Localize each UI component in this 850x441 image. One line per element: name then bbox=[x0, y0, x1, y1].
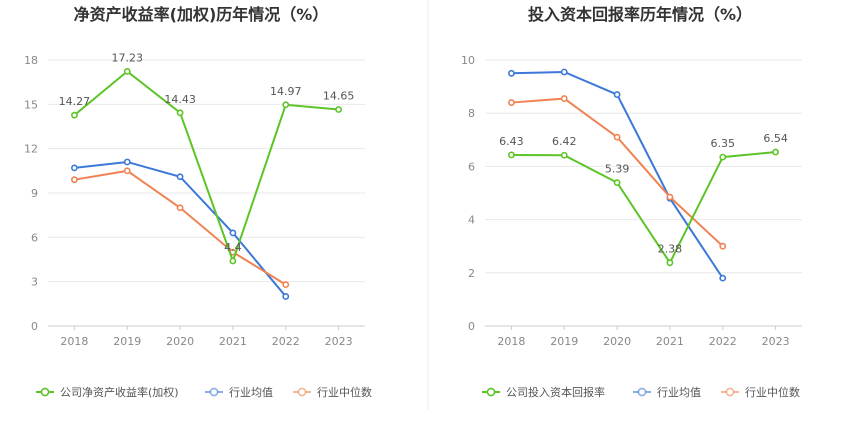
legend-swatch-marker bbox=[725, 387, 735, 397]
data-point bbox=[560, 68, 568, 76]
x-tick-label: 2022 bbox=[709, 335, 737, 348]
legend-label: 行业均值 bbox=[229, 386, 273, 399]
data-point bbox=[282, 101, 290, 109]
data-point bbox=[123, 167, 131, 175]
data-label: 6.35 bbox=[711, 137, 736, 150]
data-label: 14.65 bbox=[323, 90, 355, 103]
data-point bbox=[335, 106, 342, 113]
data-point bbox=[71, 176, 78, 184]
data-point bbox=[282, 281, 290, 289]
y-tick-label: 2 bbox=[468, 267, 475, 280]
legend-swatch-marker bbox=[486, 387, 496, 397]
data-point bbox=[508, 69, 515, 77]
legend-swatch-marker bbox=[40, 387, 50, 397]
data-label: 14.27 bbox=[59, 95, 91, 108]
x-tick-label: 2021 bbox=[219, 335, 247, 348]
y-tick-label: 4 bbox=[468, 214, 475, 227]
data-point bbox=[613, 91, 621, 98]
data-label: 6.54 bbox=[763, 132, 788, 145]
legend-label: 公司投入资本回报率 bbox=[506, 385, 605, 399]
data-label: 6.43 bbox=[499, 135, 524, 148]
x-tick-label: 2018 bbox=[497, 335, 525, 348]
data-label: 6.42 bbox=[552, 135, 577, 148]
y-tick-label: 10 bbox=[461, 54, 475, 67]
data-point bbox=[560, 95, 568, 102]
legend-item[interactable]: 行业均值 bbox=[205, 386, 273, 399]
series-line bbox=[74, 160, 287, 298]
data-point bbox=[560, 151, 568, 159]
data-point bbox=[508, 151, 515, 159]
legend-swatch-marker bbox=[209, 387, 219, 397]
legend-label: 公司净资产收益率(加权) bbox=[60, 385, 179, 399]
data-label: 2.38 bbox=[658, 243, 683, 256]
roic-chart: 投入资本回报率历年情况（%） 0 2 4 6 8 10 2018 2019 2020 2021 202… bbox=[461, 5, 802, 399]
data-point bbox=[176, 173, 184, 181]
y-tick-label: 8 bbox=[468, 107, 475, 120]
legend-item[interactable]: 行业均值 bbox=[633, 386, 701, 399]
y-tick-label: 3 bbox=[31, 276, 38, 289]
data-point bbox=[176, 109, 184, 117]
legend-swatch-marker bbox=[637, 387, 647, 397]
data-label: 4.4 bbox=[224, 241, 242, 254]
legend-label: 行业中位数 bbox=[745, 385, 800, 399]
data-point bbox=[508, 99, 515, 106]
data-point bbox=[123, 67, 131, 75]
data-point bbox=[666, 193, 674, 201]
data-point bbox=[71, 164, 78, 172]
data-point bbox=[666, 259, 674, 267]
y-tick-label: 0 bbox=[31, 320, 38, 333]
data-label: 5.39 bbox=[605, 163, 630, 176]
data-point bbox=[282, 293, 290, 300]
x-tick-label: 2023 bbox=[325, 335, 353, 348]
data-label: 14.97 bbox=[270, 85, 302, 98]
data-point bbox=[719, 153, 727, 161]
x-tick-label: 2020 bbox=[603, 335, 631, 348]
chart-title: 投入资本回报率历年情况（%） bbox=[528, 5, 752, 24]
data-point bbox=[176, 204, 184, 212]
x-tick-label: 2018 bbox=[60, 335, 88, 348]
legend-label: 行业均值 bbox=[657, 386, 701, 399]
data-point bbox=[123, 158, 131, 166]
series-line bbox=[511, 151, 776, 265]
x-tick-label: 2019 bbox=[113, 335, 141, 348]
y-tick-label: 6 bbox=[468, 160, 475, 173]
legend-swatch-marker bbox=[297, 387, 307, 397]
x-tick-label: 2019 bbox=[550, 335, 578, 348]
series-line bbox=[74, 169, 287, 286]
legend-item[interactable]: 公司投入资本回报率 bbox=[482, 385, 605, 399]
data-label: 14.43 bbox=[164, 93, 196, 106]
series-line bbox=[73, 70, 339, 265]
roe-chart: 净资产收益率(加权)历年情况（%） 0 3 6 9 12 15 18 2018 2019 2020 2… bbox=[24, 5, 372, 399]
legend-item[interactable]: 公司净资产收益率(加权) bbox=[36, 385, 179, 399]
data-point bbox=[229, 257, 237, 265]
data-point bbox=[229, 229, 237, 237]
chart-title: 净资产收益率(加权)历年情况（%） bbox=[74, 5, 329, 24]
legend-item[interactable]: 行业中位数 bbox=[721, 385, 800, 399]
y-tick-label: 18 bbox=[24, 54, 38, 67]
y-tick-label: 6 bbox=[31, 231, 38, 244]
data-point bbox=[613, 133, 621, 141]
x-tick-label: 2021 bbox=[656, 335, 684, 348]
y-tick-label: 15 bbox=[24, 98, 38, 111]
data-point bbox=[613, 179, 621, 187]
y-tick-label: 9 bbox=[31, 187, 38, 200]
data-label: 17.23 bbox=[112, 51, 144, 64]
legend-item[interactable]: 行业中位数 bbox=[293, 385, 372, 399]
legend-label: 行业中位数 bbox=[317, 385, 372, 399]
x-tick-label: 2020 bbox=[166, 335, 194, 348]
x-tick-label: 2023 bbox=[762, 335, 790, 348]
data-point bbox=[772, 148, 779, 156]
y-tick-label: 0 bbox=[468, 320, 475, 333]
y-tick-label: 12 bbox=[24, 143, 38, 156]
data-point bbox=[719, 242, 727, 250]
x-tick-label: 2022 bbox=[272, 335, 300, 348]
data-point bbox=[719, 274, 727, 282]
data-point bbox=[71, 111, 78, 119]
